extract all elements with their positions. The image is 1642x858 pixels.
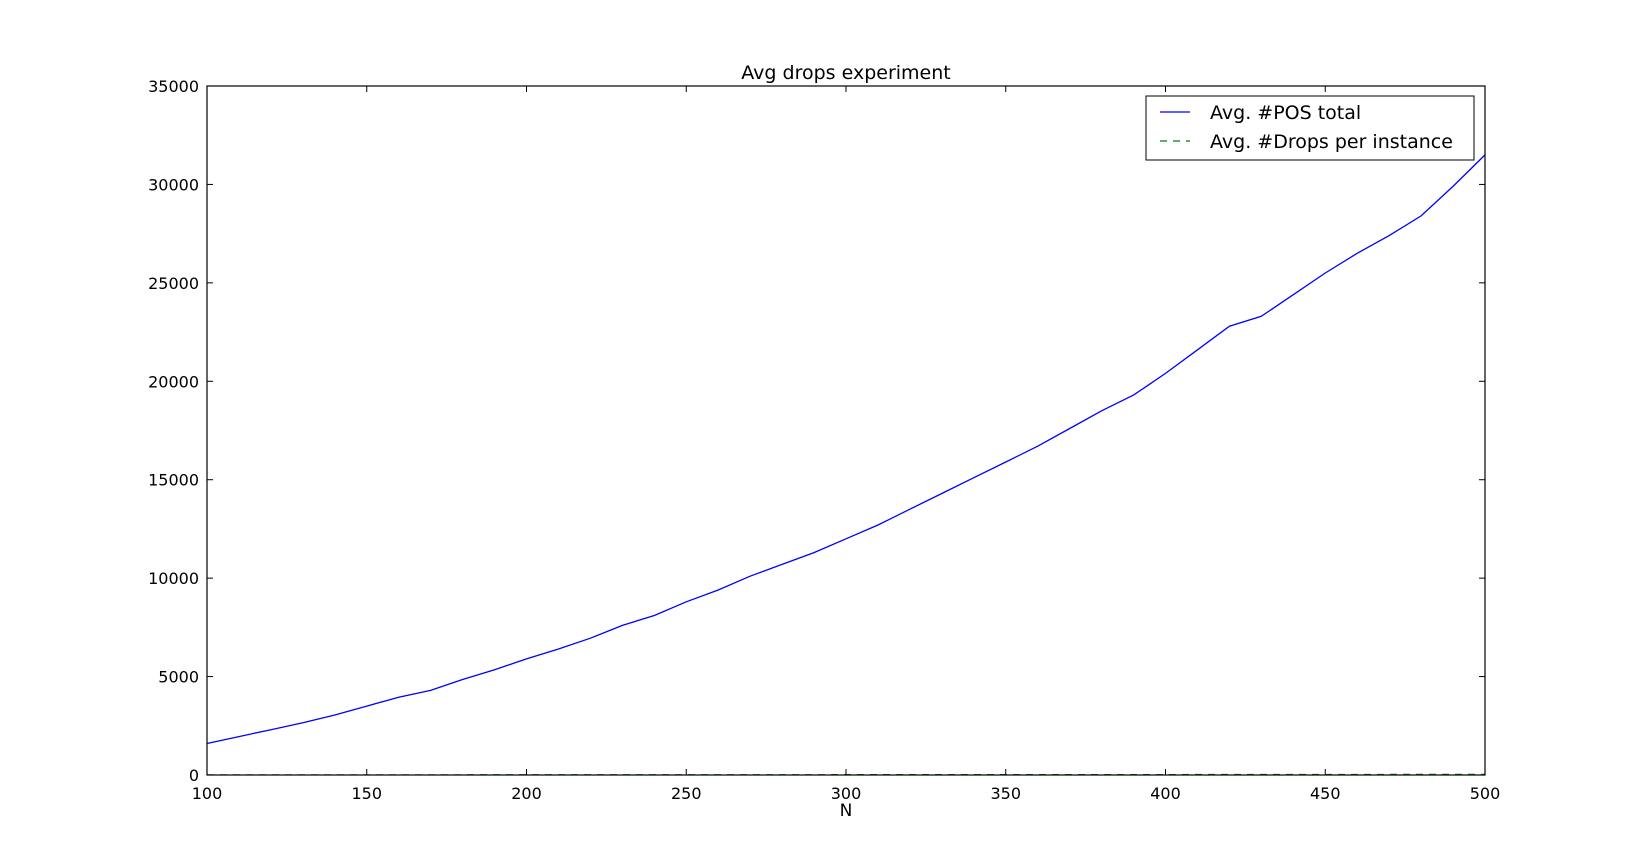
x-axis: 100 150 200 250 300 350 400 450 500 <box>192 86 1501 803</box>
series-line-0 <box>206 154 1486 745</box>
plot-frame <box>206 85 1486 776</box>
legend-box <box>1145 95 1475 161</box>
x-tick-label: 100 <box>192 784 223 803</box>
y-tick-label: 25000 <box>148 274 199 293</box>
y-tick-label: 30000 <box>148 175 199 194</box>
legend-label-drops: Avg. #Drops per instance <box>1210 131 1453 153</box>
x-tick-label: 150 <box>351 784 382 803</box>
y-tick-label: 35000 <box>148 77 199 96</box>
chart-title: Avg drops experiment <box>741 62 950 84</box>
x-axis-label: N <box>840 801 853 821</box>
legend: Avg. #POS total Avg. #Drops per instance <box>1145 95 1475 161</box>
series-layer <box>206 154 1486 776</box>
y-tick-label: 0 <box>189 766 199 785</box>
legend-label-pos-total: Avg. #POS total <box>1210 102 1361 124</box>
y-tick-label: 20000 <box>148 372 199 391</box>
x-tick-label: 300 <box>831 784 862 803</box>
y-tick-label: 10000 <box>148 569 199 588</box>
y-axis: 0 5000 10000 15000 20000 25000 30000 35000 <box>148 77 1485 785</box>
x-tick-label: 400 <box>1150 784 1181 803</box>
x-tick-label: 200 <box>511 784 542 803</box>
x-tick-label: 500 <box>1470 784 1501 803</box>
x-tick-label: 250 <box>671 784 702 803</box>
x-tick-label: 350 <box>990 784 1021 803</box>
y-tick-label: 5000 <box>158 668 199 687</box>
x-tick-label: 450 <box>1310 784 1341 803</box>
y-tick-label: 15000 <box>148 471 199 490</box>
